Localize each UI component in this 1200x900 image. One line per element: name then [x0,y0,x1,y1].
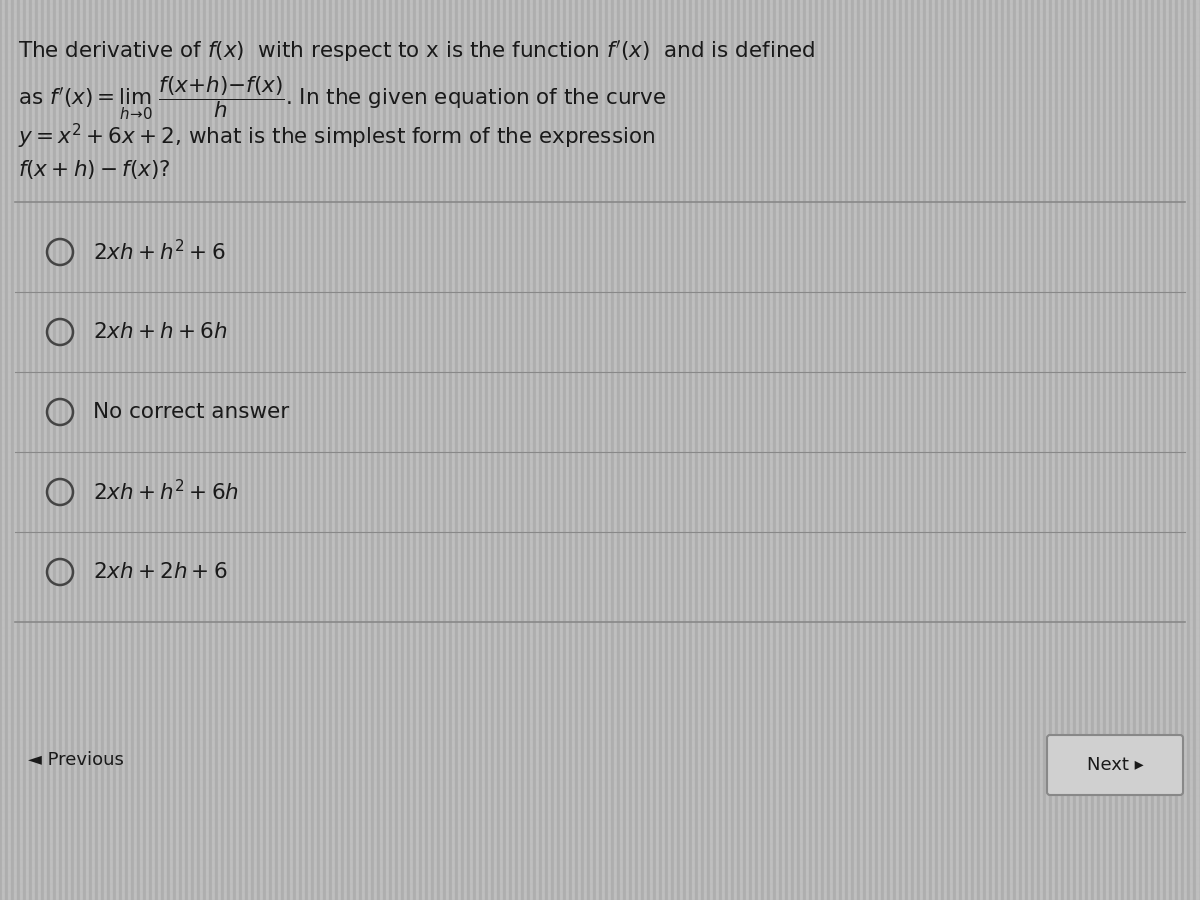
Text: as $f'(x) = \lim_{h \to 0}\ \dfrac{f(x+h)-f(x)}{h}$. In the given equation of th: as $f'(x) = \lim_{h \to 0}\ \dfrac{f(x+h… [18,74,666,122]
Text: $f(x+h) - f(x)$?: $f(x+h) - f(x)$? [18,158,170,181]
FancyBboxPatch shape [1046,735,1183,795]
Text: $2xh + 2h + 6$: $2xh + 2h + 6$ [94,562,228,582]
Text: ◄ Previous: ◄ Previous [28,751,124,769]
Text: No correct answer: No correct answer [94,402,289,422]
Text: Next ▸: Next ▸ [1087,756,1144,774]
Text: $2xh + h + 6h$: $2xh + h + 6h$ [94,322,227,342]
Text: $2xh + h^2 + 6h$: $2xh + h^2 + 6h$ [94,480,239,505]
Text: The derivative of $f(x)$  with respect to x is the function $f'(x)$  and is defi: The derivative of $f(x)$ with respect to… [18,38,816,64]
Text: $2xh + h^2 + 6$: $2xh + h^2 + 6$ [94,239,226,265]
Text: $y = x^2 + 6x + 2$, what is the simplest form of the expression: $y = x^2 + 6x + 2$, what is the simplest… [18,122,655,151]
